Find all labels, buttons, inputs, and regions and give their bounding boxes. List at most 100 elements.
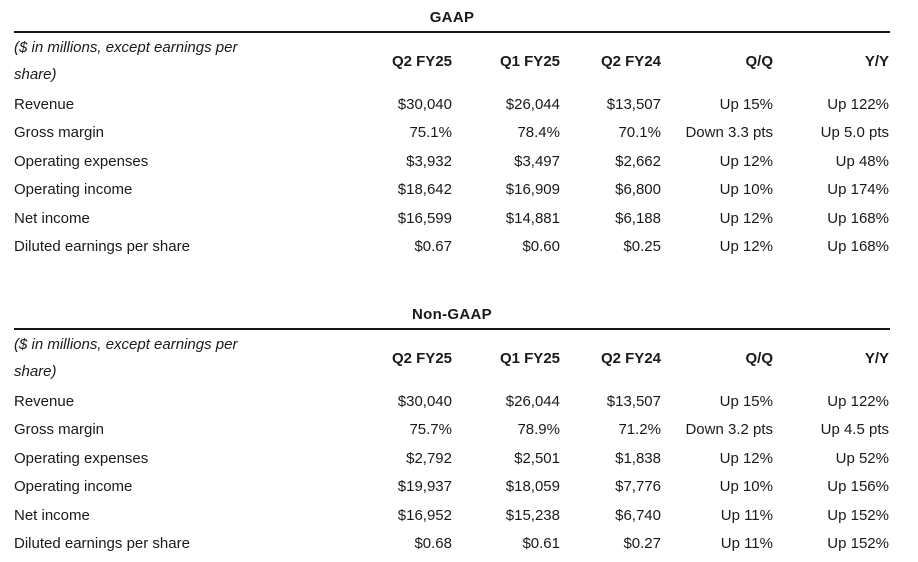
cell-value: $13,507	[606, 95, 661, 113]
cell-value: Up 52%	[835, 449, 889, 467]
cell-value: Up 12%	[719, 209, 773, 227]
row-label: Operating expenses	[14, 449, 149, 467]
cell-value: Down 3.3 pts	[685, 124, 773, 142]
cell-value: $6,740	[615, 506, 661, 524]
row-label: Operating expenses	[14, 152, 149, 170]
cell-value: $13,507	[606, 392, 661, 410]
gaap-table: GAAP ($ in millions, except earnings per…	[14, 0, 890, 261]
table-row-net-income: Net income $16,952 $15,238 $6,740 Up 11%…	[14, 501, 890, 530]
cell-value: $30,040	[397, 95, 452, 113]
cell-value: Up 174%	[827, 181, 889, 199]
table-row-operating-expenses: Operating expenses $3,932 $3,497 $2,662 …	[14, 147, 890, 176]
row-label: Operating income	[14, 181, 133, 199]
cell-value: $0.68	[414, 535, 452, 553]
non-gaap-table: Non-GAAP ($ in millions, except earnings…	[14, 297, 890, 558]
cell-value: Up 10%	[719, 181, 773, 199]
table-row-operating-income: Operating income $18,642 $16,909 $6,800 …	[14, 176, 890, 205]
cell-value: $2,792	[406, 449, 452, 467]
cell-value: $14,881	[505, 209, 560, 227]
row-label: Operating income	[14, 478, 133, 496]
table-row-diluted-eps: Diluted earnings per share $0.68 $0.61 $…	[14, 530, 890, 559]
cell-value: Up 10%	[719, 478, 773, 496]
row-label: Diluted earnings per share	[14, 238, 190, 256]
cell-value: Up 152%	[827, 506, 889, 524]
cell-value: Up 15%	[719, 95, 773, 113]
column-header-q2-fy24: Q2 FY24	[600, 53, 661, 70]
cell-value: $18,642	[397, 181, 452, 199]
column-header-qq: Q/Q	[745, 53, 773, 70]
row-label: Gross margin	[14, 124, 105, 142]
units-note: ($ in millions, except earnings per shar…	[14, 38, 238, 83]
cell-value: Up 5.0 pts	[820, 124, 889, 142]
cell-value: $0.61	[522, 535, 560, 553]
cell-value: $1,838	[615, 449, 661, 467]
cell-value: $16,909	[505, 181, 560, 199]
cell-value: Up 48%	[835, 152, 889, 170]
cell-value: Up 11%	[720, 506, 773, 524]
cell-value: 71.2%	[618, 421, 661, 439]
cell-value: 70.1%	[618, 124, 661, 142]
cell-value: 78.4%	[517, 124, 560, 142]
cell-value: $3,497	[514, 152, 560, 170]
cell-value: $15,238	[505, 506, 560, 524]
cell-value: Up 152%	[827, 535, 889, 553]
column-header-yy: Y/Y	[864, 53, 889, 70]
cell-value: $6,188	[615, 209, 661, 227]
cell-value: Up 12%	[719, 152, 773, 170]
cell-value: Up 15%	[719, 392, 773, 410]
cell-value: $0.27	[623, 535, 661, 553]
cell-value: Up 168%	[827, 209, 889, 227]
cell-value: 78.9%	[517, 421, 560, 439]
cell-value: Up 11%	[720, 535, 773, 553]
cell-value: $26,044	[505, 95, 560, 113]
table-row-revenue: Revenue $30,040 $26,044 $13,507 Up 15% U…	[14, 90, 890, 119]
units-note: ($ in millions, except earnings per shar…	[14, 335, 238, 380]
cell-value: $3,932	[406, 152, 452, 170]
cell-value: $0.60	[522, 238, 560, 256]
table-row-operating-income: Operating income $19,937 $18,059 $7,776 …	[14, 473, 890, 502]
column-header-q2-fy24: Q2 FY24	[600, 350, 661, 367]
non-gaap-header-row: ($ in millions, except earnings per shar…	[14, 330, 890, 387]
cell-value: Up 4.5 pts	[820, 421, 889, 439]
column-header-q1-fy25: Q1 FY25	[499, 350, 560, 367]
cell-value: Up 156%	[827, 478, 889, 496]
cell-value: $2,501	[514, 449, 560, 467]
cell-value: Up 122%	[827, 95, 889, 113]
cell-value: 75.7%	[409, 421, 452, 439]
cell-value: $2,662	[615, 152, 661, 170]
gaap-table-title: GAAP	[14, 0, 890, 33]
cell-value: Up 12%	[719, 238, 773, 256]
cell-value: Down 3.2 pts	[685, 421, 773, 439]
table-row-gross-margin: Gross margin 75.1% 78.4% 70.1% Down 3.3 …	[14, 119, 890, 148]
column-header-yy: Y/Y	[864, 350, 889, 367]
cell-value: $18,059	[505, 478, 560, 496]
cell-value: $30,040	[397, 392, 452, 410]
table-row-net-income: Net income $16,599 $14,881 $6,188 Up 12%…	[14, 204, 890, 233]
column-header-qq: Q/Q	[745, 350, 773, 367]
row-label: Net income	[14, 506, 90, 524]
cell-value: $7,776	[615, 478, 661, 496]
cell-value: Up 168%	[827, 238, 889, 256]
cell-value: $0.25	[623, 238, 661, 256]
cell-value: Up 12%	[719, 449, 773, 467]
financial-results-page: GAAP ($ in millions, except earnings per…	[14, 0, 890, 558]
cell-value: $19,937	[397, 478, 452, 496]
row-label: Revenue	[14, 95, 75, 113]
table-row-operating-expenses: Operating expenses $2,792 $2,501 $1,838 …	[14, 444, 890, 473]
table-row-gross-margin: Gross margin 75.7% 78.9% 71.2% Down 3.2 …	[14, 416, 890, 445]
non-gaap-table-title: Non-GAAP	[14, 297, 890, 330]
gaap-header-row: ($ in millions, except earnings per shar…	[14, 33, 890, 90]
table-row-revenue: Revenue $30,040 $26,044 $13,507 Up 15% U…	[14, 387, 890, 416]
cell-value: $0.67	[414, 238, 452, 256]
cell-value: 75.1%	[409, 124, 452, 142]
cell-value: $26,044	[505, 392, 560, 410]
row-label: Diluted earnings per share	[14, 535, 190, 553]
table-row-diluted-eps: Diluted earnings per share $0.67 $0.60 $…	[14, 233, 890, 262]
column-header-q2-fy25: Q2 FY25	[391, 350, 452, 367]
cell-value: $16,952	[397, 506, 452, 524]
row-label: Gross margin	[14, 421, 105, 439]
row-label: Net income	[14, 209, 90, 227]
cell-value: $6,800	[615, 181, 661, 199]
cell-value: Up 122%	[827, 392, 889, 410]
row-label: Revenue	[14, 392, 75, 410]
